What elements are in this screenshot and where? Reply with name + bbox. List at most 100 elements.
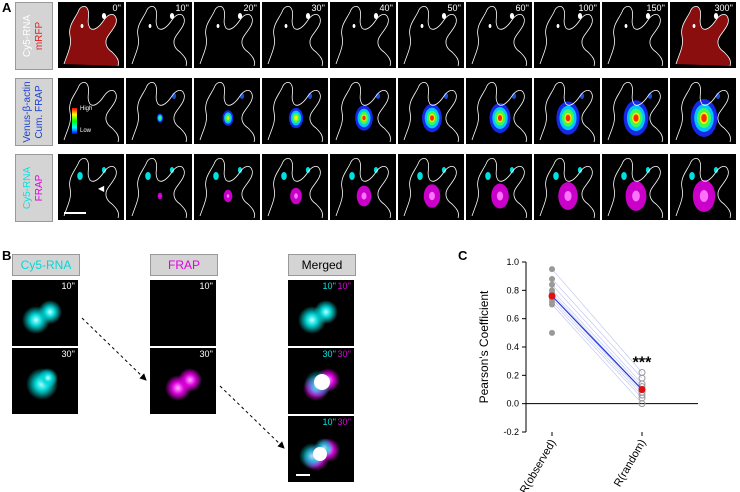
y-tick-label-5: 0.0	[506, 399, 519, 409]
tile-image-r1-c8	[539, 6, 595, 67]
tile-r1-c9: 150''	[602, 2, 668, 68]
pearson-chart: 1.0 0.8 0.6 0.4 0.2 0.0 -0.2 Pearson's Coeffici…	[477, 257, 698, 492]
tile-r1-c8: 100''	[534, 2, 600, 68]
cy5-time-10: 10''	[61, 281, 75, 291]
pair-line-0	[551, 268, 643, 373]
tile-r3-c10	[670, 154, 736, 220]
timepoint-label-6: 50''	[447, 3, 461, 13]
tile-r1-c5: 40''	[330, 2, 396, 68]
frap-tile-30-image	[165, 368, 202, 401]
tile-image-r1-c7	[471, 6, 527, 67]
tile-image-r2-c2	[131, 82, 187, 143]
merged-tile-3-image	[296, 438, 340, 476]
arrow-cy5-to-frap	[81, 317, 147, 381]
y-tick-label-1: 0.8	[506, 285, 519, 295]
tile-r2-c8	[534, 78, 600, 144]
pair-line-6	[551, 298, 643, 396]
frap-tile-10: 10''	[150, 280, 216, 346]
tile-image-r3-c2	[131, 158, 187, 219]
cy5-tile-30: 30''	[12, 348, 78, 414]
observed-point-8	[549, 301, 555, 308]
tile-image-r3-c4	[267, 158, 323, 219]
merged-time-b-1: 10''	[337, 281, 351, 291]
merged-tile-2-image	[303, 368, 340, 401]
panel-b-letter: B	[2, 248, 12, 263]
colorbar	[72, 108, 77, 134]
random-point-1	[638, 374, 646, 382]
cy5-tile-10-image	[22, 300, 62, 334]
tile-r3-c1: ◀	[58, 154, 124, 220]
tile-r1-c4: 30''	[262, 2, 328, 68]
tile-r2-c2	[126, 78, 192, 144]
frap-header: FRAP	[150, 254, 218, 276]
tile-image-r1-c9	[607, 6, 663, 67]
cy5-rna-header: Cy5-RNA	[12, 254, 80, 276]
tile-r1-c1: 0''	[58, 2, 124, 68]
frap-tile-30: 30''	[150, 348, 216, 414]
timepoint-label-2: 10''	[175, 3, 189, 13]
pair-line-3	[551, 290, 643, 387]
tile-r3-c7	[466, 154, 532, 220]
merged-time-a-2: 30''	[322, 349, 336, 359]
random-point-8	[638, 400, 646, 408]
row-label-3: Cy5-RNA FRAP	[15, 154, 53, 222]
tile-image-r1-c3	[199, 6, 255, 67]
y-tick-label-6: -0.2	[503, 427, 519, 437]
tile-image-r3-c5	[335, 158, 391, 219]
timepoint-label-5: 40''	[379, 3, 393, 13]
tile-image-r2-c8	[539, 82, 595, 143]
merged-time-b-2: 30''	[337, 349, 351, 359]
tile-image-r3-c3	[199, 158, 255, 219]
observed-point-2	[549, 281, 555, 288]
timepoint-label-9: 150''	[646, 3, 665, 13]
mean-line	[551, 295, 643, 390]
cy5-time-30: 30''	[61, 349, 75, 359]
tile-r1-c7: 60''	[466, 2, 532, 68]
tile-image-r2-c4	[267, 82, 323, 143]
tile-r1-c10: 300''	[670, 2, 736, 68]
merged-time-b-3: 30''	[337, 417, 351, 427]
tile-image-r1-c1	[63, 6, 119, 67]
tile-r1-c2: 10''	[126, 2, 192, 68]
merged-tile-1-image	[298, 300, 338, 334]
pair-line-2	[551, 284, 643, 385]
tile-image-r2-c1	[63, 82, 119, 143]
tile-image-r3-c9	[607, 158, 663, 219]
tile-image-r1-c2	[131, 6, 187, 67]
colorbar-low-label: Low	[80, 128, 92, 134]
arrowhead-marker: ◀	[98, 184, 105, 193]
pair-line-1	[551, 278, 643, 379]
timepoint-label-7: 60''	[515, 3, 529, 13]
tile-image-r3-c1	[63, 158, 119, 219]
timepoint-label-8: 100''	[578, 3, 597, 13]
colorbar-high-label: High	[80, 106, 93, 112]
tile-image-r2-c5	[335, 82, 391, 143]
tile-image-r2-c6	[403, 82, 459, 143]
tile-image-r2-c9	[607, 82, 663, 143]
row-label-1: Cy5-RNA mRFP	[15, 2, 53, 70]
tile-r2-c9	[602, 78, 668, 144]
merged-header: Merged	[288, 254, 356, 276]
tile-image-r3-c6	[403, 158, 459, 219]
y-tick-label-4: 0.2	[506, 370, 519, 380]
frap-time-10: 10''	[199, 281, 213, 291]
x-category-label-1: R(random)	[612, 438, 649, 490]
frap-time-30: 30''	[199, 349, 213, 359]
tile-r3-c8	[534, 154, 600, 220]
tile-image-r1-c5	[335, 6, 391, 67]
tile-r2-c5	[330, 78, 396, 144]
tile-image-r1-c4	[267, 6, 323, 67]
panel-a-letter: A	[2, 0, 12, 15]
random-mean-point	[638, 386, 646, 393]
pair-line-8	[551, 304, 643, 404]
timepoint-label-3: 20''	[243, 3, 257, 13]
tile-image-r3-c7	[471, 158, 527, 219]
tile-image-r3-c8	[539, 158, 595, 219]
y-tick-label-0: 1.0	[506, 257, 519, 267]
panel-b-arrows	[81, 317, 285, 449]
y-tick-label-3: 0.4	[506, 342, 519, 352]
timepoint-label-1: 0''	[112, 3, 121, 13]
tile-r2-c7	[466, 78, 532, 144]
merged-tile-2: 30'' 30''	[288, 348, 354, 414]
pair-line-7	[551, 301, 643, 399]
